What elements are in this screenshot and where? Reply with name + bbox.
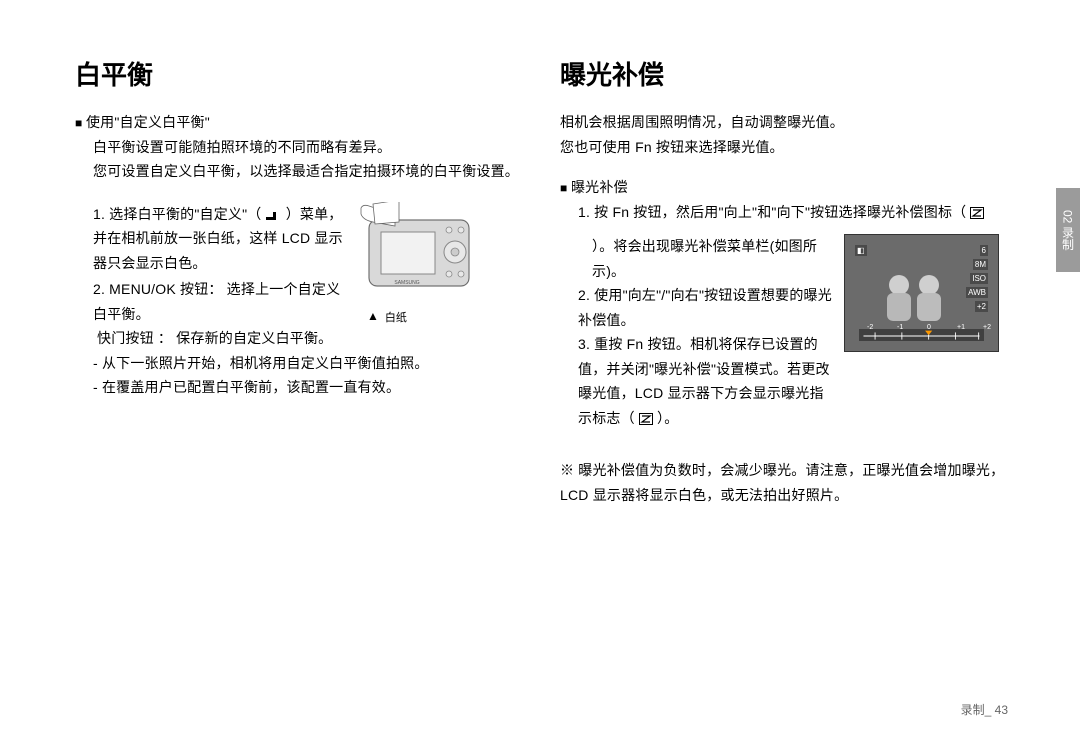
- two-column-layout: 白平衡 使用"自定义白平衡" 白平衡设置可能随拍照环境的不同而略有差异。 您可设…: [75, 55, 1020, 507]
- ev-intro1: 相机会根据周围照明情况，自动调整曝光值。: [560, 110, 1005, 135]
- left-column: 白平衡 使用"自定义白平衡" 白平衡设置可能随拍照环境的不同而略有差异。 您可设…: [75, 55, 520, 507]
- ev-subtitle: 曝光补偿: [560, 175, 1005, 200]
- exposure-title: 曝光补偿: [560, 55, 1005, 92]
- wb-step3: 快门按钮 ： 保存新的自定义白平衡。: [93, 326, 347, 351]
- ev-step3: 3. 重按 Fn 按钮。相机将保存已设置的值，并关闭"曝光补偿"设置模式。若更改…: [578, 336, 830, 426]
- wb-steps-text: 1. 选择白平衡的"自定义"（ ）菜单，并在相机前放一张白纸，这样 LCD 显示…: [75, 202, 347, 351]
- wb-desc2: 您可设置自定义白平衡，以选择最适合指定拍摄环境的白平衡设置。: [75, 159, 520, 184]
- ev-step1c: ）。将会出现曝光补偿菜单栏(如图所示)。: [560, 234, 832, 283]
- ev-detail-text: ）。将会出现曝光补偿菜单栏(如图所示)。 2. 使用"向左"/"向右"按钮设置想…: [560, 234, 832, 430]
- lcd-mode-icon: ◧: [855, 245, 867, 256]
- lcd-badge4: AWB: [966, 287, 988, 298]
- camera-illustration: SAMSUNG: [359, 202, 479, 302]
- people-silhouette: [881, 271, 951, 321]
- wb-note1: - 从下一张照片开始，相机将用自定义白平衡值拍照。: [75, 351, 520, 376]
- svg-text:SAMSUNG: SAMSUNG: [394, 280, 419, 286]
- wb-step2: 2. MENU/OK 按钮： 选择上一个自定义白平衡。: [93, 277, 347, 326]
- ev-icon-z: [970, 207, 984, 219]
- ev-step3b: ）。: [657, 410, 678, 426]
- lcd-badge1: 6: [980, 245, 988, 256]
- lcd-badge3: ISO: [970, 273, 988, 284]
- ev-step2: 2. 使用"向左"/"向右"按钮设置想要的曝光补偿值。: [560, 283, 832, 332]
- figure-caption: 白纸: [385, 309, 407, 325]
- exposure-bar: [859, 329, 984, 341]
- page-footer: 录制_ 43: [961, 701, 1008, 718]
- lcd-badge5: +2: [975, 301, 988, 312]
- ev-step1-row: 1. 按 Fn 按钮，然后用"向上"和"向下"按钮选择曝光补偿图标（: [560, 200, 1005, 225]
- lcd-inner: ◧ 6 8M ISO AWB +2 -2 -1 0 +1 +2: [851, 241, 992, 345]
- right-column: 曝光补偿 相机会根据周围照明情况，自动调整曝光值。 您也可使用 Fn 按钮来选择…: [560, 55, 1005, 507]
- figure-caption-row: ▲ 白纸: [359, 309, 481, 325]
- ev-step1a: 1. 按 Fn 按钮，然后用"向上"和"向下"按钮选择曝光补偿图标（: [578, 204, 966, 220]
- custom-wb-icon: [266, 210, 282, 220]
- wb-note2: - 在覆盖用户已配置白平衡前，该配置一直有效。: [75, 375, 520, 400]
- manual-page: 白平衡 使用"自定义白平衡" 白平衡设置可能随拍照环境的不同而略有差异。 您可设…: [0, 0, 1080, 746]
- ev-icon-z2: [639, 413, 653, 425]
- wb-step1a: 1. 选择白平衡的"自定义"（: [93, 206, 262, 222]
- ev-step3-wrap: 3. 重按 Fn 按钮。相机将保存已设置的值，并关闭"曝光补偿"设置模式。若更改…: [560, 332, 832, 430]
- wb-desc1: 白平衡设置可能随拍照环境的不同而略有差异。: [75, 135, 520, 160]
- white-balance-title: 白平衡: [75, 55, 520, 92]
- wb-steps-row: 1. 选择白平衡的"自定义"（ ）菜单，并在相机前放一张白纸，这样 LCD 显示…: [75, 202, 520, 351]
- lcd-badge2: 8M: [973, 259, 988, 270]
- wb-subtitle: 使用"自定义白平衡": [75, 110, 520, 135]
- ev-intro2: 您也可使用 Fn 按钮来选择曝光值。: [560, 135, 1005, 160]
- ev-tick-5: +2: [983, 324, 991, 331]
- ev-note: ※ 曝光补偿值为负数时，会减少曝光。请注意，正曝光值会增加曝光，LCD 显示器将…: [560, 458, 1005, 507]
- ev-detail-row: ）。将会出现曝光补偿菜单栏(如图所示)。 2. 使用"向左"/"向右"按钮设置想…: [560, 234, 1005, 430]
- up-arrow-icon: ▲: [367, 309, 379, 323]
- camera-figure: SAMSUNG ▲ 白纸: [359, 202, 481, 351]
- lcd-preview: ◧ 6 8M ISO AWB +2 -2 -1 0 +1 +2: [844, 234, 999, 352]
- section-tab: 02 录制: [1056, 188, 1080, 272]
